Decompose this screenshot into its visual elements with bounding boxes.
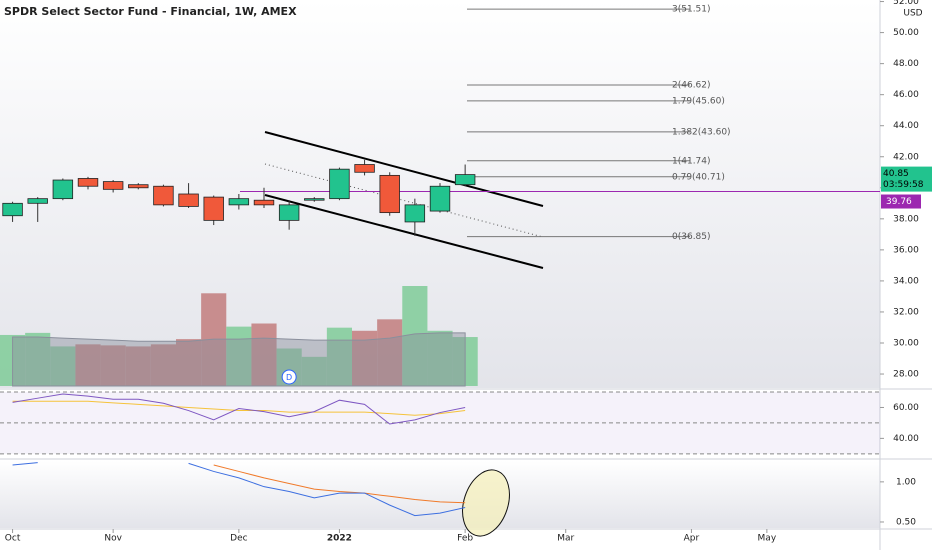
volume-bar — [326, 327, 352, 386]
volume-bar — [377, 319, 403, 386]
x-tick-label: Apr — [684, 534, 700, 544]
rsi-line — [12, 393, 466, 425]
y-tick-label: 32.00 — [893, 307, 919, 317]
y-tick-label: 52.00 — [893, 0, 919, 7]
candle-body — [429, 185, 451, 212]
volume-bar — [176, 339, 202, 386]
candle-body — [153, 185, 174, 206]
volume-bar — [402, 286, 428, 386]
y-tick-label: 60.00 — [893, 403, 919, 413]
chart-title: SPDR Select Sector Fund - Financial, 1W,… — [4, 5, 297, 18]
candle-body — [2, 202, 23, 217]
fib-label: 0.79(40.71) — [672, 172, 725, 182]
x-tick-label: Mar — [557, 534, 574, 544]
y-tick-label: 50.00 — [893, 28, 919, 38]
fib-label: 0(36.85) — [672, 232, 711, 242]
rsi-ma-line — [12, 400, 466, 416]
y-tick-label: 0.50 — [896, 517, 916, 527]
rsi-band — [0, 392, 880, 454]
y-tick-label: 38.00 — [893, 214, 919, 224]
candle-body — [228, 198, 250, 206]
last-price-box — [881, 166, 932, 192]
volume-bar — [427, 330, 453, 386]
candle-body — [253, 199, 275, 206]
fib-label: 2(46.62) — [672, 81, 711, 91]
oscillator-line — [12, 462, 466, 517]
volume-bar — [50, 346, 76, 386]
volume-bar — [301, 356, 327, 386]
volume-ma-area — [12, 332, 466, 387]
highlight-ellipse — [462, 469, 510, 537]
volume-bar — [226, 326, 252, 386]
y-tick-label: 1.00 — [896, 477, 916, 487]
y-tick-label: 48.00 — [893, 59, 919, 69]
volume-bar — [251, 323, 277, 386]
y-tick-label: 40.00 — [893, 434, 919, 444]
candle-body — [329, 168, 350, 200]
x-tick-label: Oct — [5, 534, 21, 544]
candle-body — [27, 198, 48, 204]
fib-label: 3(51.51) — [672, 5, 711, 15]
candle-body — [178, 193, 199, 207]
dividend-label: D — [286, 373, 292, 382]
y-tick-label: 34.00 — [893, 276, 919, 286]
y-tick-label: 46.00 — [893, 90, 919, 100]
y-tick-label: 28.00 — [893, 370, 919, 380]
countdown-label: 03:59:58 — [883, 180, 924, 190]
marked-price-label: 39.76 — [886, 197, 912, 207]
candle-body — [379, 174, 400, 214]
last-price-label: 40.85 — [883, 169, 909, 179]
candle-body — [128, 184, 149, 189]
channel-upper — [264, 131, 544, 207]
volume-bar — [150, 344, 176, 386]
dividend-icon — [281, 369, 297, 385]
y-tick-label: 30.00 — [893, 338, 919, 348]
candle-body — [454, 174, 476, 186]
fib-label: 1.79(45.60) — [672, 96, 725, 106]
candle-body — [102, 181, 124, 190]
y-tick-label: 36.00 — [893, 245, 919, 255]
x-tick-label: May — [758, 534, 777, 544]
y-tick-label: 42.00 — [893, 152, 919, 162]
candle-body — [77, 178, 99, 187]
oscillator-pane — [0, 461, 880, 528]
candle-body — [52, 179, 74, 200]
candle-body — [203, 196, 224, 221]
fib-label: 1.382(43.60) — [672, 127, 731, 137]
currency: USD — [903, 9, 922, 19]
x-tick-label: Nov — [104, 534, 122, 544]
volume-bar — [100, 345, 126, 386]
volume-bar — [125, 346, 151, 386]
candle-body — [304, 198, 325, 201]
marked-price-box — [881, 194, 921, 209]
dividend-marker: D — [281, 369, 297, 385]
signal-line — [213, 464, 466, 504]
candle-body — [404, 204, 426, 223]
volume-bar — [25, 332, 51, 386]
candle-body — [278, 204, 300, 221]
x-tick-label: 2022 — [327, 534, 352, 544]
x-tick-label: Feb — [457, 534, 473, 544]
fib-label: 1(41.74) — [672, 156, 711, 166]
x-tick-label: Dec — [230, 534, 247, 544]
channel-lower — [264, 194, 544, 269]
y-tick-label: 44.00 — [893, 121, 919, 131]
oscillator-lines — [12, 462, 466, 517]
volume-bar — [75, 344, 101, 386]
candle-body — [354, 164, 375, 173]
